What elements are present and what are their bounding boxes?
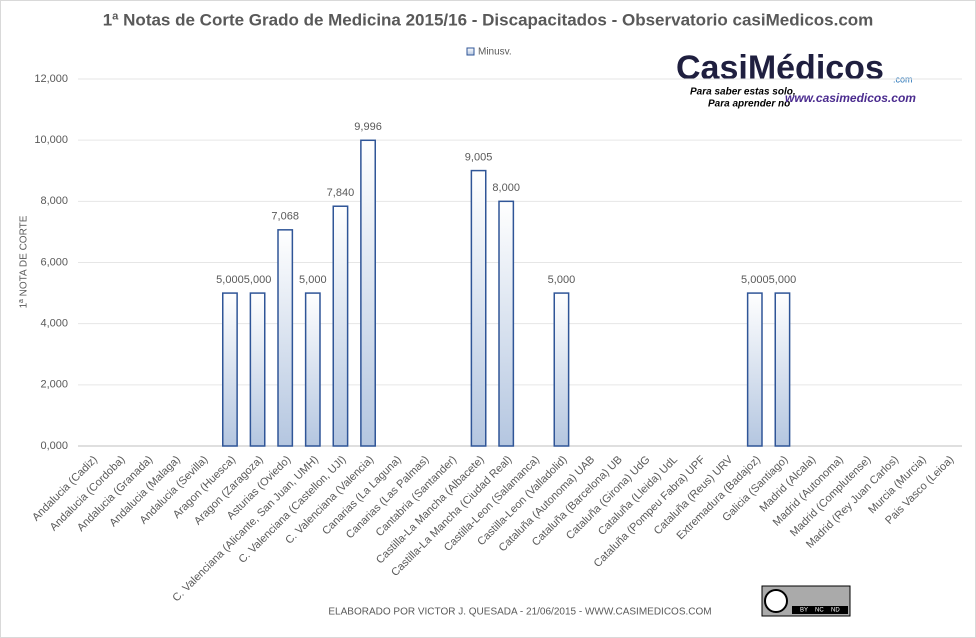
license-term: BY	[800, 608, 808, 614]
bar	[222, 292, 238, 447]
data-label: 5,000	[741, 274, 769, 286]
data-label: 5,000	[244, 274, 272, 286]
logo-name: CasiMédicos	[676, 49, 884, 87]
y-tick-label: 0,000	[40, 440, 68, 452]
bar	[774, 292, 791, 447]
y-tick-label: 4,000	[40, 318, 68, 330]
data-label: 9,996	[354, 121, 382, 133]
data-label: 8,000	[492, 182, 520, 194]
data-label: 5,000	[548, 274, 576, 286]
bar	[360, 139, 376, 447]
logo: CasiMédicos .com Para saber estas solo, …	[676, 49, 916, 110]
bar	[277, 229, 294, 447]
y-tick-label: 12,000	[34, 73, 68, 85]
cc-icon	[764, 589, 788, 613]
bar	[553, 292, 570, 447]
data-label: 5,000	[299, 274, 327, 286]
legend: Minusv.	[466, 47, 512, 58]
y-tick-label: 6,000	[40, 256, 68, 268]
license-term: ND	[831, 608, 840, 614]
bar	[746, 292, 763, 447]
bar	[498, 200, 515, 447]
legend-label: Minusv.	[478, 47, 512, 58]
logo-tagline: Para saber estas solo,	[690, 87, 796, 98]
license-badge: BY NC ND	[761, 585, 851, 617]
data-label: 5,000	[216, 274, 244, 286]
data-label: 7,068	[271, 211, 299, 223]
bar	[249, 292, 266, 447]
data-label: 5,000	[769, 274, 797, 286]
bar	[470, 169, 487, 447]
y-axis-label: 1ª NOTA DE CORTE	[19, 215, 30, 308]
data-label: 9,005	[465, 152, 493, 164]
logo-tagline: Para aprender no	[708, 99, 790, 110]
y-tick-label: 2,000	[40, 379, 68, 391]
logo-url: www.casimedicos.com	[785, 91, 916, 105]
chart-title: 1ª Notas de Corte Grado de Medicina 2015…	[103, 10, 874, 29]
y-tick-label: 10,000	[34, 134, 68, 146]
y-tick-label: 8,000	[40, 195, 68, 207]
footer: ELABORADO POR VICTOR J. QUESADA - 21/06/…	[328, 607, 711, 618]
badge-strip	[792, 606, 848, 614]
bar	[332, 205, 349, 447]
bar	[304, 292, 321, 447]
data-label: 7,840	[327, 187, 355, 199]
legend-swatch	[466, 47, 475, 56]
license-term: NC	[815, 608, 824, 614]
